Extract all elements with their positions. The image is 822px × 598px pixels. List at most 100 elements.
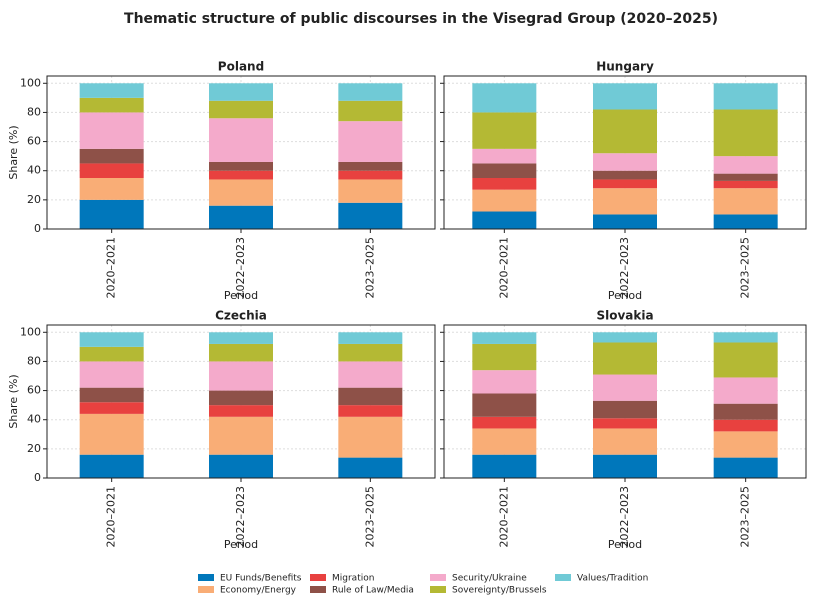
bar-segment	[593, 454, 657, 478]
bar-segment	[472, 189, 537, 212]
bar-segment	[209, 205, 273, 229]
bar-segment	[79, 346, 144, 362]
legend-swatch	[198, 574, 214, 581]
axes-frame	[46, 75, 436, 230]
figure-title: Thematic structure of public discourses …	[124, 11, 718, 27]
axes-frame	[443, 75, 807, 230]
bar-segment	[472, 148, 537, 164]
bar-segment	[79, 148, 144, 164]
x-tick-label: 2022–2023	[234, 486, 247, 548]
x-axis-label: Period	[608, 538, 642, 551]
legend-swatch	[555, 574, 571, 581]
bar-segment	[593, 109, 657, 154]
bar-segment	[338, 361, 403, 388]
bar-segment	[472, 343, 537, 371]
bar-segment	[338, 405, 403, 417]
y-tick-label: 20	[27, 193, 41, 206]
bar-segment	[338, 332, 403, 344]
bar-segment	[593, 170, 657, 180]
bar-segment	[209, 170, 273, 180]
x-axis-label: Period	[608, 289, 642, 302]
bar-segment	[713, 180, 778, 189]
legend-label: Security/Ukraine	[452, 574, 527, 584]
y-tick-label: 60	[27, 135, 41, 148]
subplot-title: Czechia	[215, 309, 267, 323]
x-tick-label: 2023–2025	[739, 237, 752, 299]
y-tick-label: 40	[27, 164, 41, 177]
bar-segment	[472, 416, 537, 429]
bar-segment	[79, 413, 144, 455]
legend-label: Migration	[332, 574, 374, 584]
legend-label: Sovereignty/Brussels	[452, 586, 547, 596]
x-tick-label: 2022–2023	[234, 237, 247, 299]
x-tick-label: 2020–2021	[497, 237, 510, 299]
axes-frame	[46, 324, 436, 479]
bar-segment	[593, 332, 657, 343]
bar-segment	[472, 163, 537, 178]
bar-segment	[338, 170, 403, 180]
bar-segment	[713, 214, 778, 229]
bar-segment	[209, 390, 273, 406]
bar-segment	[713, 332, 778, 343]
bar-segment	[593, 428, 657, 455]
bar-segment	[593, 374, 657, 401]
bar-segment	[209, 416, 273, 455]
bar-segment	[472, 428, 537, 455]
bar-segment	[472, 332, 537, 344]
bar-segment	[338, 83, 403, 101]
legend-label: EU Funds/Benefits	[220, 574, 302, 584]
bar-segment	[593, 83, 657, 110]
bar-segment	[713, 377, 778, 404]
bar-segment	[713, 173, 778, 181]
bar-segment	[472, 178, 537, 190]
bar-segment	[713, 156, 778, 174]
x-tick-label: 2023–2025	[363, 237, 376, 299]
bar-segment	[713, 83, 778, 110]
y-tick-label: 100	[20, 76, 41, 89]
subplot-title: Hungary	[596, 60, 654, 74]
bar-segment	[209, 361, 273, 391]
bar-segment	[472, 370, 537, 394]
y-tick-label: 80	[27, 354, 41, 367]
bar-segment	[209, 332, 273, 344]
y-tick-label: 0	[34, 471, 41, 484]
bar-segment	[79, 178, 144, 200]
bar-segment	[593, 342, 657, 375]
bar-segment	[338, 343, 403, 362]
axes-frame	[443, 324, 807, 479]
legend-swatch	[310, 586, 326, 593]
bar-segment	[79, 199, 144, 229]
bar-segment	[593, 188, 657, 215]
legend-swatch	[430, 586, 446, 593]
y-axis-label: Share (%)	[7, 125, 20, 179]
y-tick-label: 100	[20, 325, 41, 338]
legend-swatch	[310, 574, 326, 581]
bar-segment	[713, 457, 778, 478]
legend-swatch	[198, 586, 214, 593]
bar-segment	[209, 343, 273, 362]
legend-label: Rule of Law/Media	[332, 586, 414, 596]
subplot-title: Slovakia	[596, 309, 653, 323]
y-tick-label: 60	[27, 384, 41, 397]
bar-segment	[209, 179, 273, 206]
bar-segment	[338, 179, 403, 203]
bar-segment	[209, 454, 273, 478]
bar-segment	[713, 431, 778, 458]
x-tick-label: 2022–2023	[618, 237, 631, 299]
y-tick-label: 20	[27, 442, 41, 455]
bar-segment	[79, 402, 144, 414]
bar-segment	[79, 361, 144, 388]
bar-segment	[713, 188, 778, 215]
legend-label: Values/Tradition	[577, 574, 648, 584]
bar-segment	[209, 100, 273, 119]
y-tick-label: 0	[34, 222, 41, 235]
bar-segment	[79, 97, 144, 113]
bar-segment	[593, 418, 657, 429]
bar-segment	[209, 405, 273, 417]
y-tick-label: 40	[27, 413, 41, 426]
bar-segment	[79, 83, 144, 98]
bar-segment	[713, 342, 778, 378]
bar-segment	[713, 109, 778, 157]
x-tick-label: 2020–2021	[497, 486, 510, 547]
